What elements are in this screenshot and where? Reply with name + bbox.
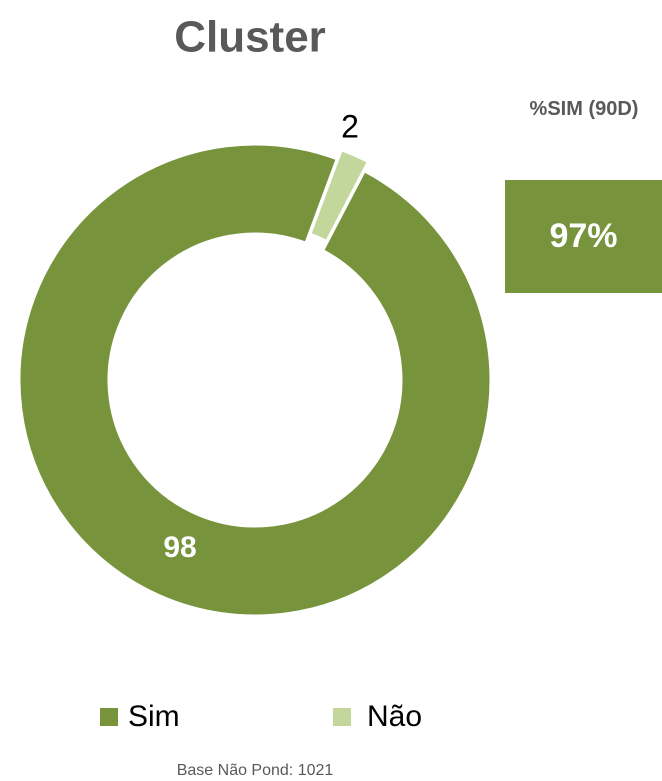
legend-swatch xyxy=(333,708,351,726)
donut-slice xyxy=(17,142,493,618)
value-label: 2 xyxy=(341,108,359,144)
legend-label: Não xyxy=(367,700,422,733)
donut-slice xyxy=(308,147,371,244)
legend-swatch xyxy=(100,708,118,726)
value-label: 98 xyxy=(163,531,196,564)
kpi-label: %SIM (90D) xyxy=(529,98,639,120)
footnote: Base Não Pond: 1021 xyxy=(177,762,334,779)
kpi-value: 97% xyxy=(505,180,662,293)
legend-label: Sim xyxy=(128,700,180,733)
chart-title: Cluster xyxy=(174,13,326,62)
